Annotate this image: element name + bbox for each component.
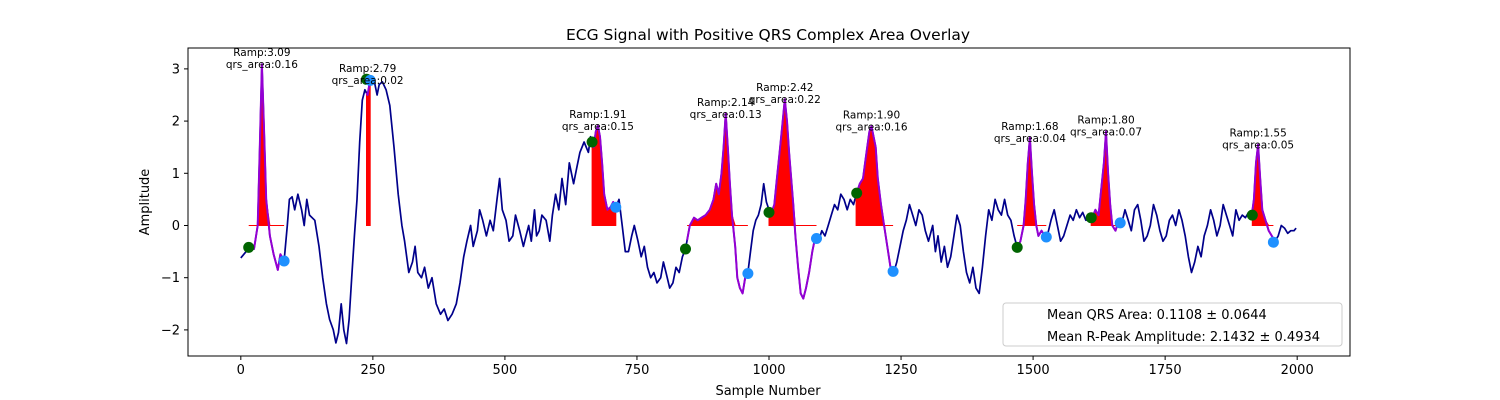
legend: Mean QRS Area: 0.1108 ± 0.0644 Mean R-Pe… xyxy=(1002,302,1343,347)
legend-mean-r-peak-amplitude: Mean R-Peak Amplitude: 2.1432 ± 0.4934 xyxy=(1047,330,1320,345)
annotation-qrs-area-1: qrs_area:0.16 xyxy=(226,59,298,71)
x-tick-label: 750 xyxy=(625,363,650,378)
qrs-segment-1 xyxy=(248,63,285,271)
chart-title: ECG Signal with Positive QRS Complex Are… xyxy=(566,26,970,44)
x-tick-label: 1250 xyxy=(884,363,917,378)
qrs-offset-marker-7 xyxy=(1040,231,1052,243)
annotation-qrs-area-6: qrs_area:0.16 xyxy=(835,121,907,133)
annotation-qrs-area-8: qrs_area:0.07 xyxy=(1070,127,1142,139)
x-tick-label: 1750 xyxy=(1149,363,1182,378)
y-axis-label: Amplitude xyxy=(138,169,153,236)
qrs-offset-marker-9 xyxy=(1267,236,1279,248)
qrs-onset-marker-8 xyxy=(1085,212,1097,224)
annotation-ramp-4: Ramp:2.14 xyxy=(697,97,755,109)
axes: 0 250 500 750 1000 1250 1500 1750 2000 −2 −1 0 1 2 3 xyxy=(161,47,1351,378)
annotation-qrs-area-2: qrs_area:0.02 xyxy=(332,75,404,87)
qrs-segment-5 xyxy=(768,98,818,300)
qrs-onset-marker-4 xyxy=(680,243,691,255)
annotation-qrs-area-4: qrs_area:0.13 xyxy=(690,109,762,121)
x-tick-label: 2000 xyxy=(1281,363,1314,378)
y-tick-label: 2 xyxy=(172,115,180,130)
x-tick-label: 500 xyxy=(492,363,517,378)
qrs-onset-marker-7 xyxy=(1011,241,1023,253)
qrs-offset-marker-4 xyxy=(742,268,754,279)
qrs-onset-marker-9 xyxy=(1246,209,1258,221)
qrs-segment-6 xyxy=(855,125,894,273)
qrs-positive-area-2 xyxy=(366,79,371,226)
qrs-segment-4 xyxy=(686,112,749,295)
qrs-onset-marker-5 xyxy=(763,206,775,218)
annotation-ramp-8: Ramp:1.80 xyxy=(1077,115,1134,127)
annotation-ramp-9: Ramp:1.55 xyxy=(1229,128,1286,140)
qrs-segment-8 xyxy=(1090,130,1121,232)
annotation-ramp-3: Ramp:1.91 xyxy=(569,109,626,121)
qrs-offset-marker-3 xyxy=(610,201,622,213)
x-tick-label: 250 xyxy=(360,363,385,378)
qrs-onset-marker-3 xyxy=(586,136,598,148)
x-tick-label: 1500 xyxy=(1017,363,1050,378)
annotation-ramp-6: Ramp:1.90 xyxy=(843,109,900,121)
qrs-positive-area-4 xyxy=(687,113,748,226)
y-tick-label: −1 xyxy=(161,271,180,286)
legend-mean-qrs-area: Mean QRS Area: 0.1108 ± 0.0644 xyxy=(1047,308,1267,323)
annotation-qrs-area-3: qrs_area:0.15 xyxy=(562,121,634,133)
qrs-offset-marker-2 xyxy=(364,74,376,86)
annotation-ramp-1: Ramp:3.09 xyxy=(233,47,290,59)
x-tick-label: 0 xyxy=(237,363,245,378)
annotation-ramp-2: Ramp:2.79 xyxy=(339,63,396,75)
annotation-qrs-area-5: qrs_area:0.22 xyxy=(749,94,821,106)
annotation-ramp-5: Ramp:2.42 xyxy=(756,82,813,94)
y-tick-label: 3 xyxy=(172,62,180,77)
qrs-offset-marker-6 xyxy=(887,265,899,277)
qrs-offset-marker-1 xyxy=(278,255,290,267)
x-axis-label: Sample Number xyxy=(715,384,821,399)
legend-box xyxy=(1002,302,1343,347)
x-tick-label: 1000 xyxy=(752,363,785,378)
annotation-ramp-7: Ramp:1.68 xyxy=(1001,121,1058,133)
y-tick-label: −2 xyxy=(161,323,180,338)
qrs-offset-marker-5 xyxy=(811,233,822,244)
y-tick-label: 1 xyxy=(172,167,180,182)
qrs-offset-marker-8 xyxy=(1114,217,1126,229)
y-tick-label: 0 xyxy=(172,219,180,234)
qrs-segment-7 xyxy=(1016,136,1047,248)
qrs-segment-9 xyxy=(1251,143,1275,240)
qrs-onset-marker-6 xyxy=(851,187,863,199)
qrs-onset-marker-1 xyxy=(243,241,255,253)
annotation-qrs-area-7: qrs_area:0.04 xyxy=(994,133,1066,145)
annotation-qrs-area-9: qrs_area:0.05 xyxy=(1222,140,1294,152)
